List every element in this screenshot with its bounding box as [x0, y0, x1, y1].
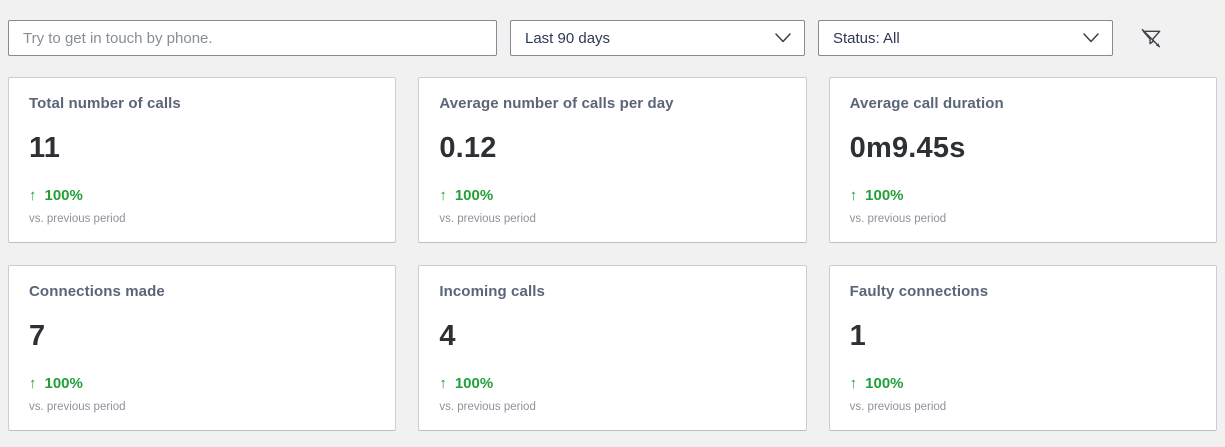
status-selected-value: Status: All [833, 29, 900, 47]
filter-off-icon [1141, 28, 1160, 47]
stat-value: 4 [439, 320, 456, 352]
stat-value: 0.12 [439, 132, 497, 164]
status-select[interactable]: Status: All [818, 20, 1113, 56]
stat-title: Total number of calls [29, 95, 181, 112]
stat-value: 7 [29, 320, 46, 352]
up-arrow-icon: ↑ [29, 187, 37, 204]
stat-delta-value: 100% [865, 375, 904, 392]
stat-value: 11 [29, 132, 61, 164]
stat-title: Average call duration [849, 95, 1004, 112]
stat-delta: ↑ 100% [29, 375, 375, 392]
stat-value: 1 [849, 320, 866, 352]
up-arrow-icon: ↑ [849, 375, 858, 392]
stat-caption: vs. previous period [29, 213, 126, 225]
stat-caption: vs. previous period [849, 213, 947, 225]
stat-card-incoming-calls: Incoming calls 4 ↑ 100% vs. previous per… [418, 265, 807, 431]
date-range-selected-value: Last 90 days [525, 29, 611, 47]
stat-title: Average number of calls per day [439, 95, 674, 112]
stat-card-avg-calls-per-day: Average number of calls per day 0.12 ↑ 1… [418, 77, 807, 243]
stat-card-avg-call-duration: Average call duration 0m9.45s ↑ 100% vs.… [828, 77, 1217, 243]
stat-delta: ↑ 100% [850, 187, 1196, 204]
date-range-select[interactable]: Last 90 days [510, 20, 805, 56]
chevron-down-icon [775, 33, 791, 43]
up-arrow-icon: ↑ [849, 187, 858, 204]
clear-filters-button[interactable] [1137, 24, 1165, 52]
stat-caption: vs. previous period [439, 401, 536, 413]
stat-delta: ↑ 100% [850, 375, 1196, 392]
search-input[interactable] [8, 20, 497, 56]
stat-title: Connections made [29, 283, 165, 300]
stat-title: Faulty connections [849, 283, 989, 300]
stat-delta-value: 100% [44, 187, 83, 204]
stat-caption: vs. previous period [29, 401, 126, 413]
stat-delta-value: 100% [44, 375, 83, 392]
filter-toolbar: Last 90 days Status: All [0, 0, 1225, 56]
stat-delta: ↑ 100% [439, 375, 785, 392]
stat-caption: vs. previous period [849, 401, 947, 413]
stat-caption: vs. previous period [439, 213, 536, 225]
stat-card-connections-made: Connections made 7 ↑ 100% vs. previous p… [8, 265, 397, 431]
stat-delta-value: 100% [865, 187, 904, 204]
stat-delta: ↑ 100% [439, 187, 785, 204]
stat-title: Incoming calls [439, 283, 545, 300]
stat-delta-value: 100% [454, 375, 494, 392]
up-arrow-icon: ↑ [439, 187, 447, 204]
stat-card-faulty-connections: Faulty connections 1 ↑ 100% vs. previous… [828, 265, 1217, 431]
up-arrow-icon: ↑ [439, 375, 447, 392]
stat-value: 0m9.45s [849, 132, 966, 164]
stats-cards-grid: Total number of calls 11 ↑ 100% vs. prev… [8, 77, 1217, 431]
up-arrow-icon: ↑ [29, 375, 37, 392]
stat-delta-value: 100% [454, 187, 494, 204]
chevron-down-icon [1083, 33, 1099, 43]
stat-card-total-calls: Total number of calls 11 ↑ 100% vs. prev… [8, 77, 397, 243]
stat-delta: ↑ 100% [29, 187, 375, 204]
